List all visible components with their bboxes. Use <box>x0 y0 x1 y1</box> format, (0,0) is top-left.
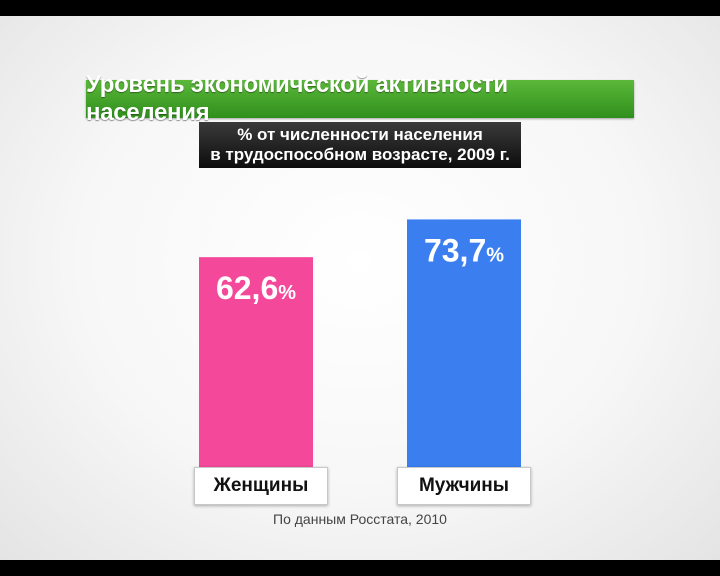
category-label-men: Мужчины <box>397 467 531 505</box>
bar-women <box>199 257 313 470</box>
chart-subtitle-banner: % от численности населения в трудоспособ… <box>199 122 521 168</box>
source-note: По данным Росстата, 2010 <box>273 511 447 527</box>
bar-value-label-women: 62,6% <box>216 270 296 306</box>
bar-value-label-men: 73,7% <box>424 232 504 268</box>
category-label-women: Женщины <box>194 467 328 505</box>
subtitle-line-2: в трудоспособном возрасте, 2009 г. <box>210 145 510 164</box>
chart-title: Уровень экономической активности населен… <box>86 71 508 126</box>
bar-men <box>407 219 521 470</box>
chart-title-banner: Уровень экономической активности населен… <box>86 71 634 126</box>
subtitle-line-1: % от численности населения <box>237 125 483 144</box>
